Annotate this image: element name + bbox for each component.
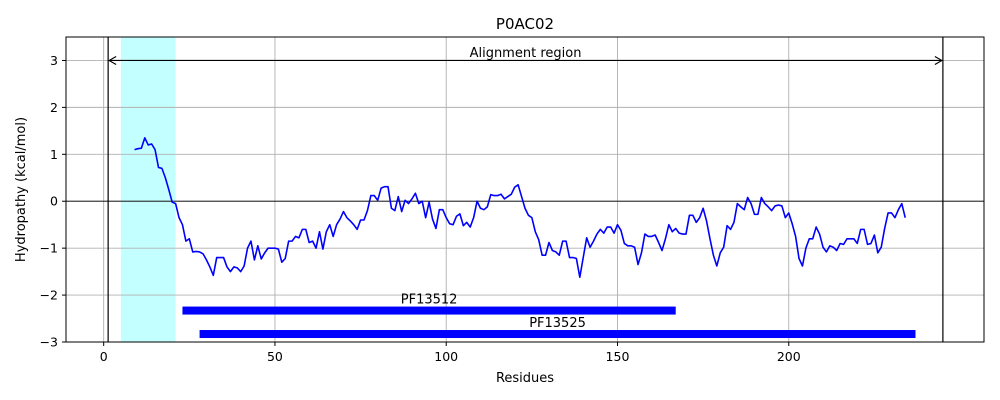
- signal-span: [120, 37, 176, 342]
- y-tick-label: 2: [50, 100, 58, 115]
- y-tick-label: −3: [40, 335, 58, 350]
- x-tick-label: 100: [434, 349, 458, 364]
- alignment-arrow-head-right: [934, 55, 944, 65]
- x-axis-title: Residues: [496, 371, 554, 386]
- domain-label: PF13525: [529, 316, 586, 331]
- series-layer: [134, 137, 906, 279]
- domain-bar: [199, 330, 916, 339]
- y-axis-title: Hydropathy (kcal/mol): [14, 117, 29, 262]
- y-tick-label: −1: [40, 241, 58, 256]
- chart-title: P0AC02: [496, 15, 554, 33]
- x-tick-label: 150: [606, 349, 630, 364]
- x-axis-ticks: 0 50 100 150 200: [100, 342, 801, 364]
- y-tick-label: 1: [50, 147, 58, 162]
- plot-frame: [65, 36, 985, 343]
- x-tick-label: 200: [777, 349, 801, 364]
- alignment-arrow-head-left: [108, 55, 117, 65]
- y-tick-label: 3: [50, 53, 58, 68]
- y-axis-ticks: −3 −2 −1 0 1 2 3: [40, 53, 66, 350]
- domain-label: PF13512: [401, 293, 458, 308]
- y-tick-label: −2: [40, 288, 58, 303]
- annotation-layer: Alignment region: [108, 46, 944, 65]
- signal-region-shading: [120, 37, 176, 342]
- alignment-region-label: Alignment region: [470, 46, 582, 61]
- grid: [66, 37, 984, 343]
- domain-layer: PF13512 PF13525: [182, 293, 916, 339]
- x-tick-label: 50: [267, 349, 283, 364]
- domain-bar: [182, 306, 676, 315]
- x-tick-label: 0: [100, 349, 108, 364]
- hydropathy-line: [134, 137, 906, 279]
- y-tick-label: 0: [50, 194, 58, 209]
- reference-lines: [66, 37, 984, 342]
